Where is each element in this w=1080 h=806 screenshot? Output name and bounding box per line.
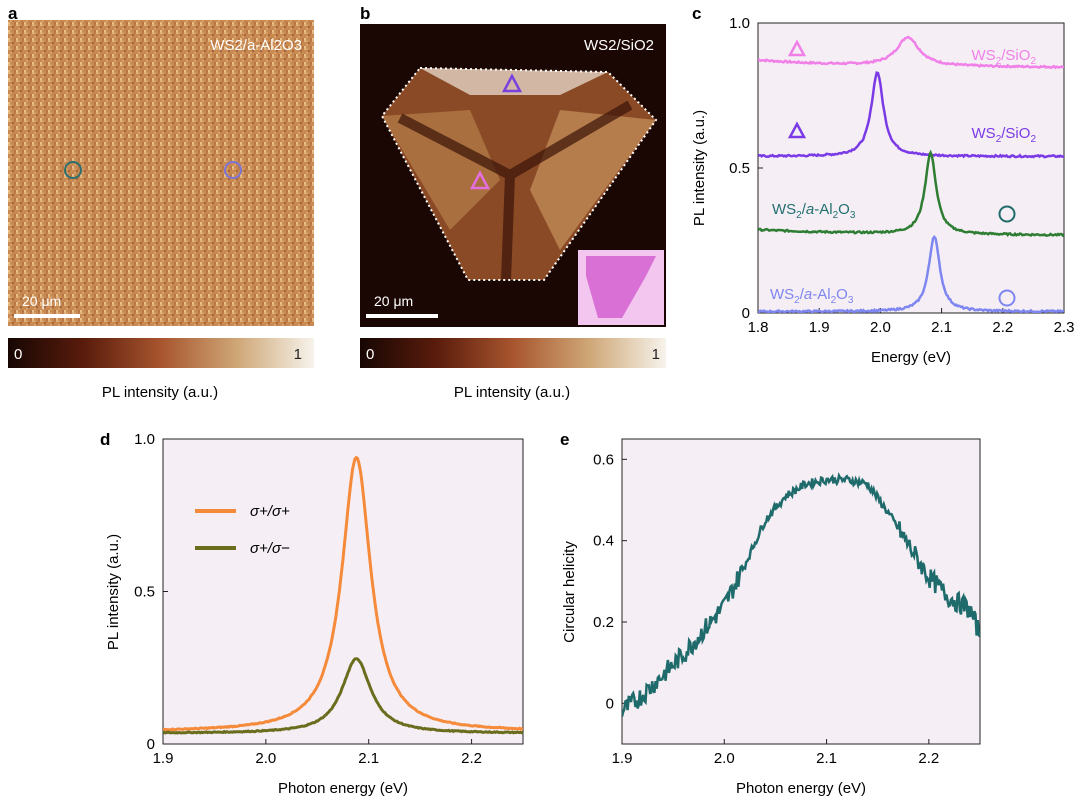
chart-d-x-tick-label-3: 2.2: [461, 750, 482, 767]
chart-d-y-tick-label-1: 0.5: [134, 584, 155, 601]
scale-bar-b: [366, 314, 438, 318]
series-line-d-0: [163, 455, 523, 732]
y-axis-label-c: PL intensity (a.u.): [691, 110, 708, 226]
series-line-c-3: [758, 235, 1064, 313]
colorbar-max-a: 1: [294, 346, 302, 363]
series-line-e-0: [622, 471, 980, 717]
pl-map-a: [8, 20, 314, 326]
chart-c-y-tick-label-1: 0.5: [729, 160, 750, 177]
marker-triangle-pink-c: [787, 39, 807, 57]
series-line-d-1: [163, 657, 523, 735]
chart-d-x-tick-label-0: 1.9: [153, 750, 174, 767]
axes-e: 1.9 2.0 2.1 2.2 0 0.2 0.4 0.6: [593, 451, 939, 767]
y-axis-label-d: PL intensity (a.u.): [105, 534, 122, 650]
marker-triangle-purple-c: [787, 121, 807, 139]
colorbar-min-a: 0: [14, 346, 22, 363]
chart-d-y-tick-label-2: 1.0: [134, 431, 155, 448]
chart-d-y-tick-label-0: 0: [147, 736, 155, 753]
sample-label-b: WS2/SiO2: [584, 37, 654, 54]
marker-circle-blue-a: [224, 161, 242, 179]
plot-area-d: [162, 438, 524, 745]
marker-circle-blue-c: [998, 289, 1016, 307]
chart-d-x-tick-label-2: 2.1: [358, 750, 379, 767]
chart-e-y-tick-label-0: 0: [606, 695, 614, 712]
scale-bar-label-b: 20 μm: [374, 293, 413, 309]
x-axis-label-c: Energy (eV): [871, 349, 951, 366]
chart-e-y-tick-label-3: 0.6: [593, 451, 614, 468]
marker-triangle-left-b: [469, 170, 491, 190]
panel-d: d 1.9 2.0 2.1 2.2 0 0.5 1.0 σ+/σ+ σ+/σ− Photon…: [100, 430, 524, 797]
colorbar-min-b: 0: [366, 346, 374, 363]
chart-c-x-tick-label-3: 2.1: [931, 319, 952, 336]
legend-label-d-2: σ+/σ−: [250, 540, 290, 557]
panel-label-d: d: [100, 430, 110, 449]
series-e: [622, 471, 980, 717]
legend-label-d-1: σ+/σ+: [250, 503, 290, 520]
series-line-c-0: [758, 35, 1064, 70]
chart-e-x-tick-label-2: 2.1: [816, 750, 837, 767]
colorbar-b: [360, 338, 666, 368]
marker-circle-green-a: [64, 161, 82, 179]
panel-label-a: a: [8, 4, 18, 23]
scale-bar-a: [14, 314, 80, 318]
colorbar-label-b: PL intensity (a.u.): [454, 384, 570, 401]
chart-c-x-tick-label-1: 1.9: [809, 319, 830, 336]
series-line-c-2: [758, 149, 1064, 238]
series-label-c-1: WS2/SiO2: [972, 47, 1037, 67]
panel-e: e 1.9 2.0 2.1 2.2 0 0.2 0.4 0.6 Photon energy (…: [560, 430, 981, 797]
panel-c: c 1.8 1.9 2.0 2.1 2.2 2.3 0 0.5 1.0 WS2/SiO2 WS2…: [691, 4, 1074, 366]
chart-c-x-tick-label-2: 2.0: [870, 319, 891, 336]
colorbar-label-a: PL intensity (a.u.): [102, 384, 218, 401]
series-line-c-1: [758, 71, 1064, 159]
flake-outline-b: [380, 66, 658, 281]
chart-d-x-tick-label-1: 2.0: [255, 750, 276, 767]
y-axis-label-e: Circular helicity: [561, 541, 578, 643]
series-label-c-2: WS2/SiO2: [972, 125, 1037, 145]
chart-e-x-tick-label-1: 2.0: [714, 750, 735, 767]
marker-triangle-top-b: [501, 73, 523, 93]
panel-label-b: b: [360, 4, 370, 23]
chart-e-x-tick-label-3: 2.2: [918, 750, 939, 767]
panel-a: a WS2/a-Al2O3 20 μm 0 1 PL intensity (a.…: [8, 4, 314, 401]
x-axis-label-d: Photon energy (eV): [278, 780, 408, 797]
chart-c-x-tick-label-5: 2.3: [1054, 319, 1075, 336]
chart-e-x-tick-label-0: 1.9: [612, 750, 633, 767]
chart-e-y-tick-label-1: 0.2: [593, 614, 614, 631]
panel-b: b WS2/SiO2 20 μm 0 1 PL intensity (a.u.): [360, 4, 666, 401]
colorbar-max-b: 1: [652, 346, 660, 363]
series-c: [758, 35, 1064, 313]
x-axis-label-e: Photon energy (eV): [736, 780, 866, 797]
chart-e-y-tick-label-2: 0.4: [593, 533, 614, 550]
panel-label-e: e: [560, 430, 569, 449]
colorbar-a: [8, 338, 314, 368]
sample-label-a: WS2/a-Al2O3: [210, 37, 302, 54]
chart-c-y-tick-label-2: 1.0: [729, 15, 750, 32]
plot-area-c: [757, 22, 1065, 314]
chart-c-x-tick-label-0: 1.8: [748, 319, 769, 336]
panel-label-c: c: [692, 4, 701, 23]
axes-d: 1.9 2.0 2.1 2.2 0 0.5 1.0: [134, 431, 482, 767]
chart-c-y-tick-label-0: 0: [742, 305, 750, 322]
chart-c-x-tick-label-4: 2.2: [992, 319, 1013, 336]
series-d: [163, 455, 523, 735]
marker-circle-green-c: [998, 205, 1016, 223]
scale-bar-label-a: 20 μm: [22, 293, 61, 309]
